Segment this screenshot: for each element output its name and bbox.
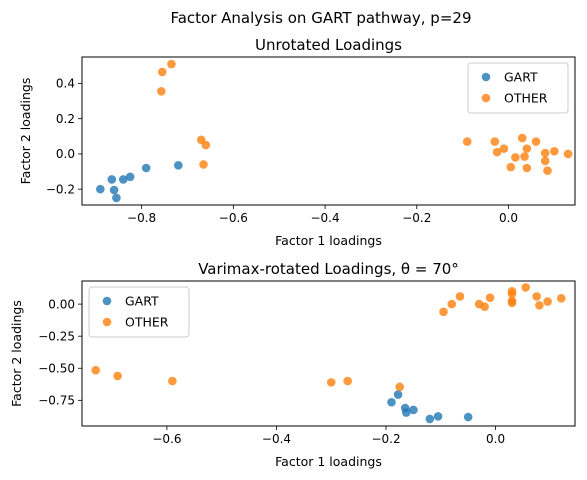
varimax-other-point: [532, 292, 541, 301]
unrotated-gart-point: [110, 186, 119, 195]
unrotated-loadings-panel: −0.8 −0.6 −0.4 −0.2 0.0 −0.2 0.0 0.2 0.4 Unrotate…: [18, 36, 575, 248]
unrotated-gart-point: [96, 185, 105, 194]
unrotated-legend-label-gart: GART: [504, 70, 538, 85]
varimax-other-point: [480, 302, 489, 311]
unrotated-other-point: [523, 164, 532, 173]
unrotated-gart-point: [112, 194, 121, 203]
unrotated-other-point: [500, 144, 509, 153]
varimax-other-point: [439, 308, 448, 317]
unrotated-other-point: [543, 166, 552, 175]
unrotated-other-point: [490, 137, 499, 146]
varimax-other-point: [168, 377, 177, 386]
unrotated-other-point: [532, 137, 541, 146]
unrotated-other-point: [158, 68, 167, 77]
unrotated-x-tick-label: −0.2: [402, 211, 431, 225]
varimax-x-tick-label: −0.4: [262, 432, 291, 446]
unrotated-other-point: [541, 157, 550, 166]
varimax-other-point: [395, 383, 404, 392]
unrotated-y-tick-label: −0.2: [46, 182, 75, 196]
varimax-x-tick-label: −0.2: [371, 432, 400, 446]
unrotated-legend-marker-other: [482, 94, 491, 103]
unrotated-other-point: [463, 137, 472, 146]
varimax-other-point: [543, 297, 552, 306]
unrotated-other-point: [518, 134, 527, 143]
varimax-other-point: [486, 293, 495, 302]
varimax-other-point: [343, 377, 352, 386]
varimax-gart-point: [464, 413, 473, 422]
unrotated-gart-point: [142, 164, 151, 173]
unrotated-other-point: [523, 144, 532, 153]
unrotated-other-point: [157, 87, 166, 96]
varimax-y-tick-label: −0.25: [38, 329, 75, 343]
varimax-legend-marker-gart: [103, 297, 112, 306]
unrotated-other-point: [541, 149, 550, 158]
varimax-other-point: [557, 294, 566, 303]
varimax-gart-point: [434, 412, 443, 421]
varimax-gart-point: [387, 398, 396, 407]
unrotated-y-tick-label: 0.2: [56, 112, 75, 126]
varimax-title: Varimax-rotated Loadings, θ = 70°: [198, 260, 459, 278]
varimax-other-point: [508, 287, 517, 296]
unrotated-gart-point: [126, 173, 135, 182]
varimax-rotated-loadings-panel: −0.6 −0.4 −0.2 0.0 −0.75 −0.50 −0.25 0.00 Varima…: [9, 260, 575, 469]
varimax-legend-label-other: OTHER: [125, 315, 169, 330]
unrotated-title: Unrotated Loadings: [255, 36, 402, 54]
varimax-gart-point: [426, 415, 435, 424]
varimax-legend-label-gart: GART: [125, 294, 159, 309]
varimax-other-point: [327, 378, 336, 387]
unrotated-other-point: [520, 152, 529, 161]
unrotated-legend-marker-gart: [482, 73, 491, 82]
unrotated-x-tick-label: −0.6: [219, 211, 248, 225]
unrotated-x-axis-label: Factor 1 loadings: [275, 233, 382, 248]
varimax-legend-marker-other: [103, 318, 112, 327]
varimax-gart-point: [394, 390, 403, 399]
varimax-y-axis-label: Factor 2 loadings: [9, 300, 24, 407]
varimax-y-tick-label: 0.00: [48, 297, 75, 311]
unrotated-other-point: [507, 163, 516, 172]
unrotated-y-tick-label: 0.0: [56, 147, 75, 161]
unrotated-other-point: [564, 150, 573, 159]
unrotated-x-tick-label: −0.4: [310, 211, 339, 225]
varimax-x-tick-label: 0.0: [486, 432, 505, 446]
unrotated-x-tick-label: −0.8: [127, 211, 156, 225]
varimax-other-point: [456, 292, 465, 301]
unrotated-other-point: [167, 60, 176, 69]
varimax-legend: GART OTHER: [89, 287, 189, 337]
varimax-other-point: [113, 372, 122, 381]
unrotated-gart-point: [174, 161, 183, 170]
varimax-x-axis-label: Factor 1 loadings: [275, 454, 382, 469]
varimax-y-tick-label: −0.50: [38, 362, 75, 376]
varimax-x-tick-label: −0.6: [152, 432, 181, 446]
unrotated-y-tick-label: 0.4: [56, 77, 75, 91]
unrotated-legend-label-other: OTHER: [504, 91, 548, 106]
unrotated-x-tick-label: 0.0: [499, 211, 518, 225]
unrotated-other-point: [511, 153, 520, 162]
unrotated-legend: GART OTHER: [468, 63, 568, 113]
varimax-other-point: [91, 366, 100, 375]
varimax-other-point: [447, 300, 456, 309]
unrotated-other-point: [199, 160, 208, 169]
unrotated-y-axis-label: Factor 2 loadings: [18, 78, 33, 185]
varimax-y-tick-label: −0.75: [38, 394, 75, 408]
unrotated-other-point: [202, 141, 211, 150]
varimax-other-point: [535, 301, 544, 310]
unrotated-other-point: [550, 147, 559, 156]
unrotated-gart-point: [108, 175, 117, 184]
figure-suptitle: Factor Analysis on GART pathway, p=29: [170, 9, 471, 27]
varimax-other-point: [521, 283, 530, 292]
varimax-gart-point: [409, 406, 418, 415]
